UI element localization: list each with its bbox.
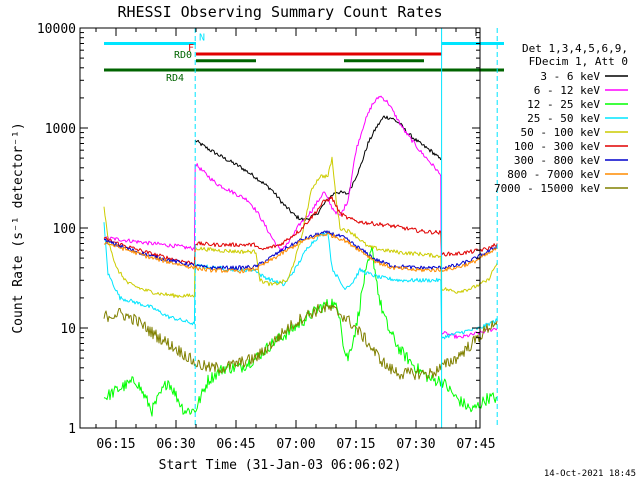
x-axis-label: Start Time (31-Jan-03 06:06:02) (159, 458, 402, 473)
legend-label-300-800-kev: 300 - 800 keV (514, 154, 600, 167)
chart-title: RHESSI Observing Summary Count Rates (117, 3, 442, 21)
legend-label-7000-15000-kev: 7000 - 15000 keV (494, 182, 600, 195)
legend-label-800-7000-kev: 800 - 7000 keV (507, 168, 600, 181)
legend-label-100-300-kev: 100 - 300 keV (514, 140, 600, 153)
flag-label-rd0: RD0 (174, 50, 192, 61)
y-tick-label: 10 (60, 322, 76, 337)
series-line-3-6-kev (194, 115, 442, 222)
series-line-300-800-kev (104, 230, 498, 271)
plot-frame (79, 27, 481, 429)
series-line-800-7000-kev (103, 232, 498, 274)
series-line-100-300-kev (103, 196, 498, 265)
legend-header-line-1: Det 1,3,4,5,6,9, (522, 42, 628, 55)
x-tick-label: 06:15 (96, 437, 135, 452)
series-line-50-100-kev (103, 156, 498, 298)
legend-label-6-12-kev: 6 - 12 keV (534, 84, 601, 97)
series-line-25-50-kev (103, 222, 498, 340)
series-layer (103, 95, 498, 417)
flag-label-rd4: RD4 (166, 73, 184, 84)
y-tick-label: 1000 (45, 122, 76, 137)
footer-date: 14-Oct-2021 18:45 (544, 469, 636, 479)
flag-label-n: N (199, 32, 205, 43)
x-tick-label: 07:30 (396, 437, 435, 452)
x-tick-label: 06:45 (216, 437, 255, 452)
axis-layer: 06:15 06:30 06:45 07:00 07:15 07:30 07:45 1 10 10… (37, 22, 496, 452)
x-tick-label: 07:45 (456, 437, 495, 452)
legend: Det 1,3,4,5,6,9, FDecim 1, Att 0 3 - 6 k… (494, 42, 628, 195)
x-tick-label: 06:30 (156, 437, 195, 452)
series-line-7000-15000-kev (103, 301, 498, 381)
legend-label-3-6-kev: 3 - 6 keV (540, 70, 600, 83)
legend-label-50-100-kev: 50 - 100 keV (521, 126, 601, 139)
flag-label-f: F (188, 43, 194, 54)
x-tick-label: 07:15 (336, 437, 375, 452)
y-tick-label: 100 (53, 222, 76, 237)
x-tick-label: 07:00 (276, 437, 315, 452)
y-axis-label: Count Rate (s⁻¹ detector⁻¹) (11, 122, 26, 333)
legend-header-line-2: FDecim 1, Att 0 (529, 55, 628, 68)
series-line-12-25-kev (103, 246, 498, 417)
y-tick-label: 1 (68, 422, 76, 437)
vline-layer (194, 28, 498, 428)
series-line-6-12-kev (103, 95, 498, 339)
legend-label-25-50-kev: 25 - 50 keV (527, 112, 600, 125)
y-tick-label: 10000 (37, 22, 76, 37)
legend-label-12-25-kev: 12 - 25 keV (527, 98, 600, 111)
